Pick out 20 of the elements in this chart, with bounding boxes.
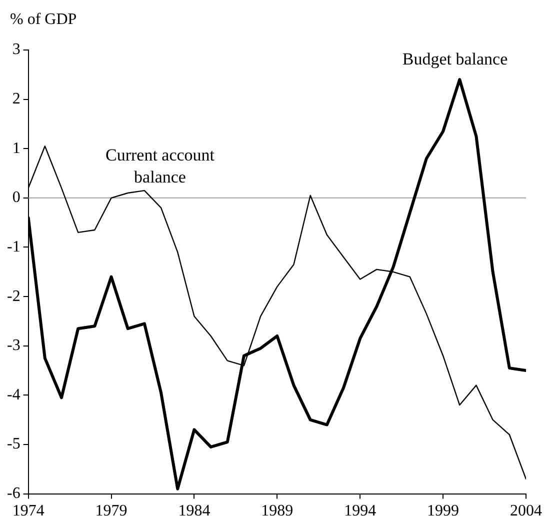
x-tick-label: 1999 (427, 502, 460, 520)
x-tick-label: 2004 (510, 502, 542, 520)
y-axis-title: % of GDP (10, 11, 77, 28)
annotation: Current account balance (105, 145, 215, 186)
y-tick-label: -5 (7, 436, 20, 453)
y-tick-label: -1 (7, 238, 20, 256)
annotation: Budget balance (402, 49, 508, 68)
y-tick-label: -3 (7, 337, 20, 354)
x-tick-label: 1994 (344, 502, 376, 520)
y-tick-label: 2 (12, 90, 20, 108)
x-tick-label: 1974 (12, 502, 44, 520)
y-tick-label: 3 (12, 41, 20, 58)
x-tick-label: 1984 (178, 502, 210, 520)
x-tick-label: 1979 (95, 502, 128, 520)
y-tick-label: 0 (12, 189, 20, 206)
x-tick-label: 1989 (261, 502, 294, 520)
y-tick-label: -4 (7, 386, 20, 404)
y-tick-label: 1 (12, 140, 20, 157)
y-tick-label: -2 (7, 288, 20, 305)
y-tick-label: -6 (7, 485, 20, 502)
